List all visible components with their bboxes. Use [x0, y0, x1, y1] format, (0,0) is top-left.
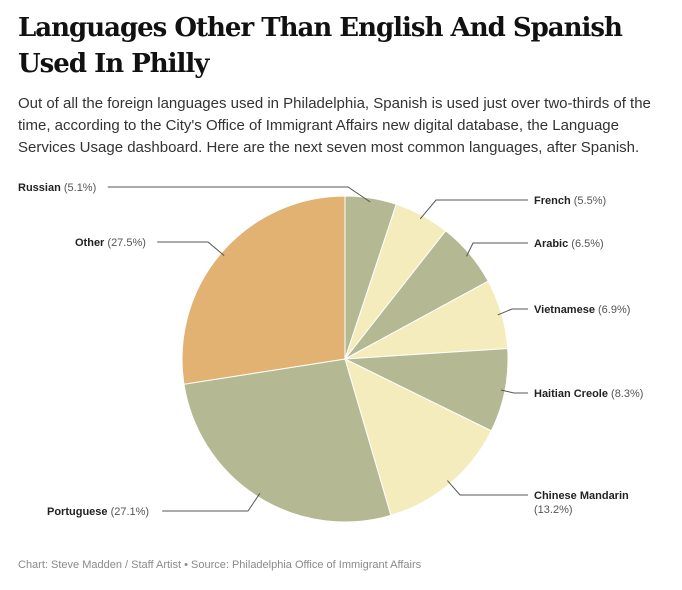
leader-line-russian — [107, 186, 371, 203]
slice-label-name: French — [534, 195, 571, 207]
leader-line-portuguese — [162, 493, 261, 512]
slice-label-value: (27.1%) — [108, 506, 150, 518]
slice-label-other: Other (27.5%) — [75, 237, 146, 249]
slice-label-name: Other — [75, 237, 105, 249]
slice-label-arabic: Arabic (6.5%) — [534, 238, 604, 250]
slice-label-value: (5.5%) — [571, 195, 606, 207]
slice-label-value: (27.5%) — [104, 237, 146, 249]
leader-line-french — [419, 199, 528, 220]
leader-line-arabic — [466, 242, 528, 257]
slice-label-haitian-creole: Haitian Creole (8.3%) — [534, 388, 643, 400]
leader-line-chinese-mandarin — [447, 480, 528, 496]
leader-line-other — [157, 241, 225, 256]
slice-label-value: (6.5%) — [568, 238, 603, 250]
slice-label-value: (13.2%) — [534, 504, 573, 516]
slice-label-name: Vietnamese — [534, 304, 595, 316]
slice-label-vietnamese: Vietnamese (6.9%) — [534, 304, 630, 316]
chart-subtitle: Out of all the foreign languages used in… — [18, 95, 651, 156]
chart-source: Chart: Steve Madden / Staff Artist • Sou… — [18, 559, 422, 571]
slice-label-value: (6.9%) — [595, 304, 630, 316]
pie-slices — [181, 195, 509, 523]
slice-label-name: Chinese Mandarin — [534, 490, 629, 502]
slice-label-name: Portuguese — [47, 506, 108, 518]
slice-label-portuguese: Portuguese (27.1%) — [47, 506, 149, 518]
slice-label-french: French (5.5%) — [534, 195, 606, 207]
slice-label-name: Haitian Creole — [534, 388, 608, 400]
pie-slice-other — [181, 195, 346, 385]
pie-leader-lines — [107, 186, 528, 512]
leader-line-vietnamese — [497, 308, 528, 316]
slice-label-chinese-mandarin: Chinese Mandarin (13.2%) — [534, 490, 629, 516]
leader-line-haitian-creole — [500, 389, 528, 394]
slice-label-value: (5.1%) — [61, 182, 96, 194]
slice-label-russian: Russian (5.1%) — [18, 182, 96, 194]
slice-label-name: Arabic — [534, 238, 568, 250]
slice-label-name: Russian — [18, 182, 61, 194]
slice-label-value: (8.3%) — [608, 388, 643, 400]
pie-labels: Russian (5.1%) French (5.5%) Arabic (6.5%)… — [18, 182, 643, 518]
chart-title: Languages Other Than English And Spanish… — [18, 13, 623, 79]
